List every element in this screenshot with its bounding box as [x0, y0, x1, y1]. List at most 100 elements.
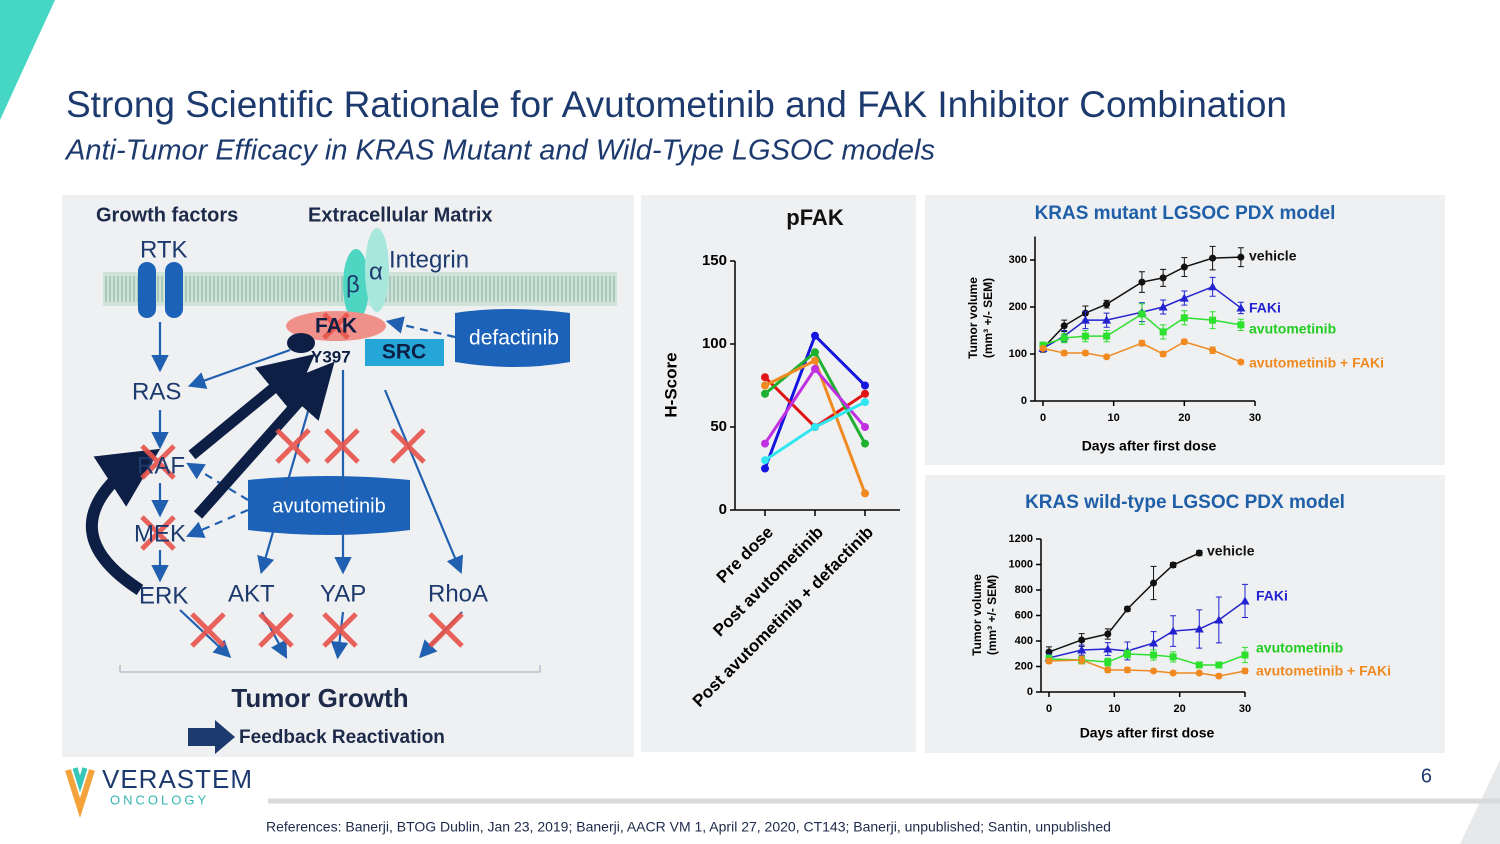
marker [1179, 293, 1189, 302]
logo-mark [72, 767, 88, 793]
label: YAP [320, 580, 366, 607]
marker [1150, 579, 1158, 587]
series-label: FAKi [1256, 588, 1288, 604]
series-label: avutometinib + FAKi [1249, 355, 1384, 371]
marker [1195, 661, 1203, 669]
marker [1078, 656, 1086, 664]
x-tick-label: 20 [1178, 412, 1190, 424]
x-axis-label: Days after first dose [1080, 725, 1215, 741]
y-axis-label: H-Score [661, 352, 680, 417]
label: Growth factors [96, 204, 238, 226]
y-tick-label: 200 [1009, 301, 1027, 313]
inhibition-cross [322, 312, 350, 340]
rtk-shape [165, 262, 183, 318]
series-label: vehicle [1249, 248, 1297, 264]
marker [1209, 346, 1217, 354]
inhibition-cross [190, 612, 226, 648]
marker [1159, 350, 1167, 358]
marker [1209, 316, 1217, 324]
chart-title: pFAK [786, 205, 844, 230]
marker [811, 348, 819, 357]
src-shape [365, 339, 444, 366]
label: defactinib [469, 327, 559, 350]
rtk-shape [138, 262, 156, 318]
label: Feedback Reactivation [239, 727, 445, 748]
logo-sub: ONCOLOGY [110, 792, 209, 807]
x-tick-label: 0 [1046, 703, 1052, 715]
inhibition-cross [322, 612, 358, 648]
marker [1195, 549, 1203, 557]
marker [1159, 328, 1167, 336]
marker [1103, 332, 1111, 340]
x-tick-label: 30 [1249, 412, 1261, 424]
logo-mark [65, 769, 95, 818]
marker [761, 373, 769, 382]
inhibition-cross [390, 428, 426, 464]
avutometinib-shape [248, 476, 410, 535]
logo: VERASTEM [102, 764, 253, 794]
marker [1169, 669, 1177, 677]
marker [861, 439, 869, 448]
references: References: Banerji, BTOG Dublin, Jan 23… [266, 819, 1111, 835]
x-tick-label: 30 [1239, 703, 1251, 715]
panel [925, 475, 1445, 753]
label: RhoA [428, 580, 488, 607]
marker [761, 456, 769, 465]
y-tick-label: 0 [719, 501, 727, 518]
marker [1103, 644, 1113, 653]
marker [1077, 645, 1087, 654]
marker [1104, 658, 1112, 666]
marker [1104, 630, 1112, 638]
marker [1169, 561, 1177, 569]
marker [1241, 651, 1249, 659]
label: AKT [228, 580, 275, 607]
marker [1123, 650, 1131, 658]
marker [761, 389, 769, 398]
y-tick-label: 150 [702, 252, 727, 269]
y-tick-label: 300 [1009, 254, 1027, 266]
x-tick-label: 20 [1174, 703, 1186, 715]
marker [1123, 605, 1131, 613]
label: β [346, 271, 360, 298]
marker [1045, 657, 1053, 665]
marker [1078, 636, 1086, 644]
marker [1081, 332, 1089, 340]
label: Y397 [311, 347, 351, 366]
marker [1060, 334, 1068, 342]
corner-accent [0, 0, 55, 120]
marker [1159, 274, 1167, 282]
marker [1237, 358, 1245, 366]
marker [861, 489, 869, 498]
marker [1215, 661, 1223, 669]
marker [811, 364, 819, 373]
y-axis-label: Tumor volume [970, 574, 984, 656]
marker [1103, 300, 1111, 308]
marker [861, 381, 869, 390]
x-axis-label: Days after first dose [1082, 438, 1217, 454]
chart-title: KRAS wild-type LGSOC PDX model [1025, 492, 1345, 513]
x-tick-label: 0 [1040, 412, 1046, 424]
label: FAK [315, 315, 357, 338]
marker [1215, 672, 1223, 680]
label: avutometinib [272, 495, 385, 517]
marker [811, 423, 819, 431]
marker [1060, 349, 1068, 357]
marker [1236, 303, 1246, 312]
slide-title: Strong Scientific Rationale for Avutomet… [66, 84, 1287, 125]
marker [1104, 666, 1112, 674]
y-tick-label: 200 [1015, 660, 1033, 672]
inhibition-cross [324, 428, 360, 464]
y-tick-label: 400 [1015, 635, 1033, 647]
panel [925, 195, 1445, 465]
y-tick-label: 100 [1009, 348, 1027, 360]
marker [1158, 302, 1168, 311]
y-tick-label: 800 [1015, 584, 1033, 596]
series-label: vehicle [1207, 543, 1255, 559]
panel [641, 195, 916, 752]
y-tick-label: 1200 [1009, 533, 1033, 545]
inhibition-cross [140, 444, 176, 480]
y397-shape [287, 333, 315, 353]
marker [761, 439, 769, 448]
marker [1149, 638, 1159, 647]
